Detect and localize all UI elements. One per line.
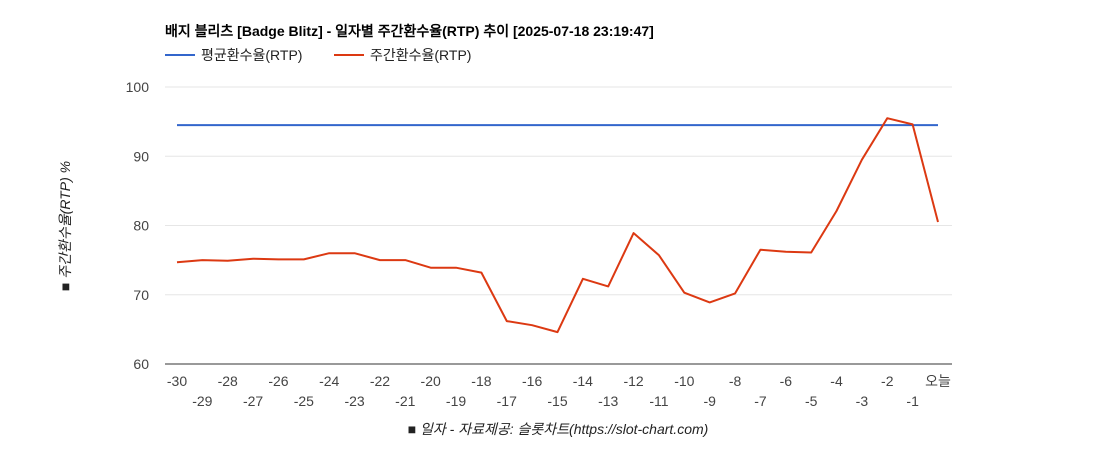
chart-title: 배지 블리츠 [Badge Blitz] - 일자별 주간환수율(RTP) 추이… [165,23,654,39]
x-tick-label: -23 [344,393,364,409]
x-tick-label: -27 [243,393,263,409]
x-tick-label: -16 [522,373,542,389]
x-tick-label: -2 [881,373,894,389]
x-tick-label: -21 [395,393,415,409]
legend-label-average: 평균환수율(RTP) [201,47,302,63]
x-tick-label: -26 [268,373,288,389]
x-tick-label: -14 [573,373,593,389]
x-tick-label: -15 [547,393,567,409]
series-lines [176,117,939,334]
x-tick-label: -25 [294,393,314,409]
y-tick-label: 80 [133,218,149,234]
x-tick-label: -19 [446,393,466,409]
x-tick-label: -18 [471,373,491,389]
x-tick-label: -3 [856,393,869,409]
x-tick-label: -29 [192,393,212,409]
x-tick-label: -28 [218,373,238,389]
y-tick-label: 90 [133,148,149,164]
x-tick-label: 오늘 [925,373,951,389]
x-tick-label: -13 [598,393,618,409]
x-tick-label: -17 [497,393,517,409]
x-tick-label: -20 [421,373,441,389]
y-axis-ticks: 60 70 80 90 100 [126,79,150,372]
gridlines [165,86,952,365]
x-tick-label: -7 [754,393,767,409]
series-line-weekly [176,117,939,334]
x-tick-label: -8 [729,373,742,389]
legend-label-weekly: 주간환수율(RTP) [370,47,471,63]
x-axis-ticks: -30-29-28-27-26-25-24-23-22-21-20-19-18-… [167,373,951,409]
y-axis-label: ■ 주간환수율(RTP) % [57,161,73,291]
x-tick-label: -6 [780,373,793,389]
x-tick-label: -5 [805,393,818,409]
x-tick-label: -12 [623,373,643,389]
legend: 평균환수율(RTP) 주간환수율(RTP) [165,47,471,63]
x-tick-label: -9 [703,393,716,409]
x-tick-label: -10 [674,373,694,389]
y-tick-label: 70 [133,287,149,303]
x-tick-label: -30 [167,373,187,389]
x-tick-label: -1 [906,393,919,409]
y-tick-label: 60 [133,356,149,372]
x-tick-label: -24 [319,373,339,389]
x-tick-label: -11 [649,393,668,409]
x-axis-label: ■ 일자 - 자료제공: 슬롯차트(https://slot-chart.com… [408,421,709,437]
y-tick-label: 100 [126,79,150,95]
x-tick-label: -4 [830,373,843,389]
x-tick-label: -22 [370,373,390,389]
